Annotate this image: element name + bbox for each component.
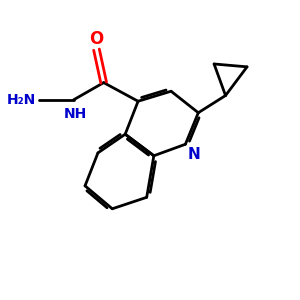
Text: O: O — [89, 30, 103, 48]
Text: H₂N: H₂N — [7, 93, 36, 107]
Text: N: N — [188, 147, 200, 162]
Text: NH: NH — [63, 107, 87, 121]
